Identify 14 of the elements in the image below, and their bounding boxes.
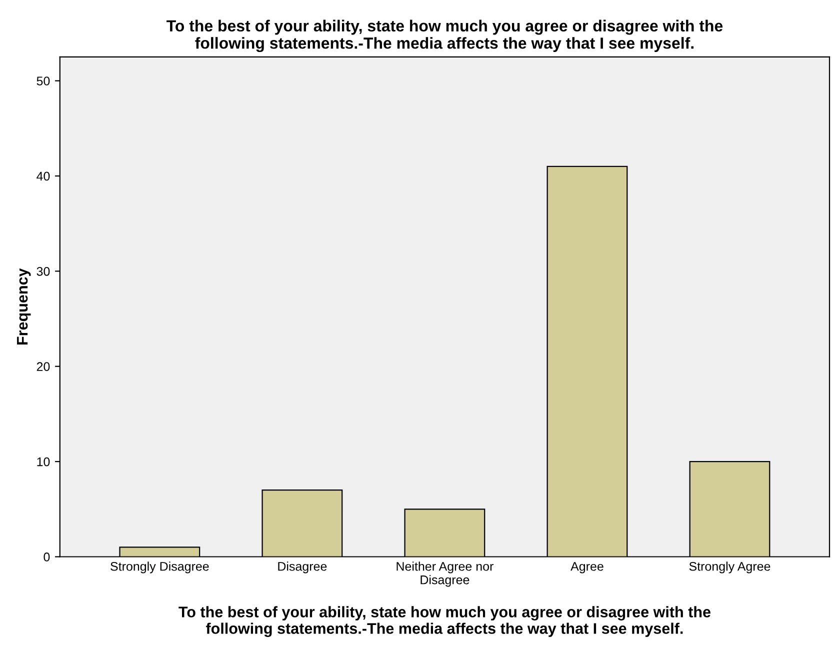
x-tick-label: Agree (570, 562, 604, 574)
y-tick-label: 0 (44, 552, 50, 562)
x-tick-label: Disagree (278, 562, 327, 574)
x-tick-label: Strongly Disagree (110, 562, 209, 574)
y-tick-label: 40 (36, 172, 50, 181)
y-tick-label: 30 (36, 266, 50, 276)
x-axis-title: To the best of your ability, state how much you agree or disagree with the following statements.-The media affects the way that I see myself. (178, 606, 710, 638)
y-tick-label: 50 (36, 76, 50, 86)
chart-title: To the best of your ability, state how much you agree or disagree with the following statements.-The media affects the way that I see myself. (166, 20, 723, 52)
y-tick-label: 10 (37, 457, 50, 466)
y-axis-title: Frequency (17, 268, 31, 344)
x-tick-label: Neither Agree nor Disagree (396, 562, 494, 587)
x-tick-label: Strongly Agree (689, 562, 770, 574)
y-tick-label: 20 (36, 362, 50, 372)
